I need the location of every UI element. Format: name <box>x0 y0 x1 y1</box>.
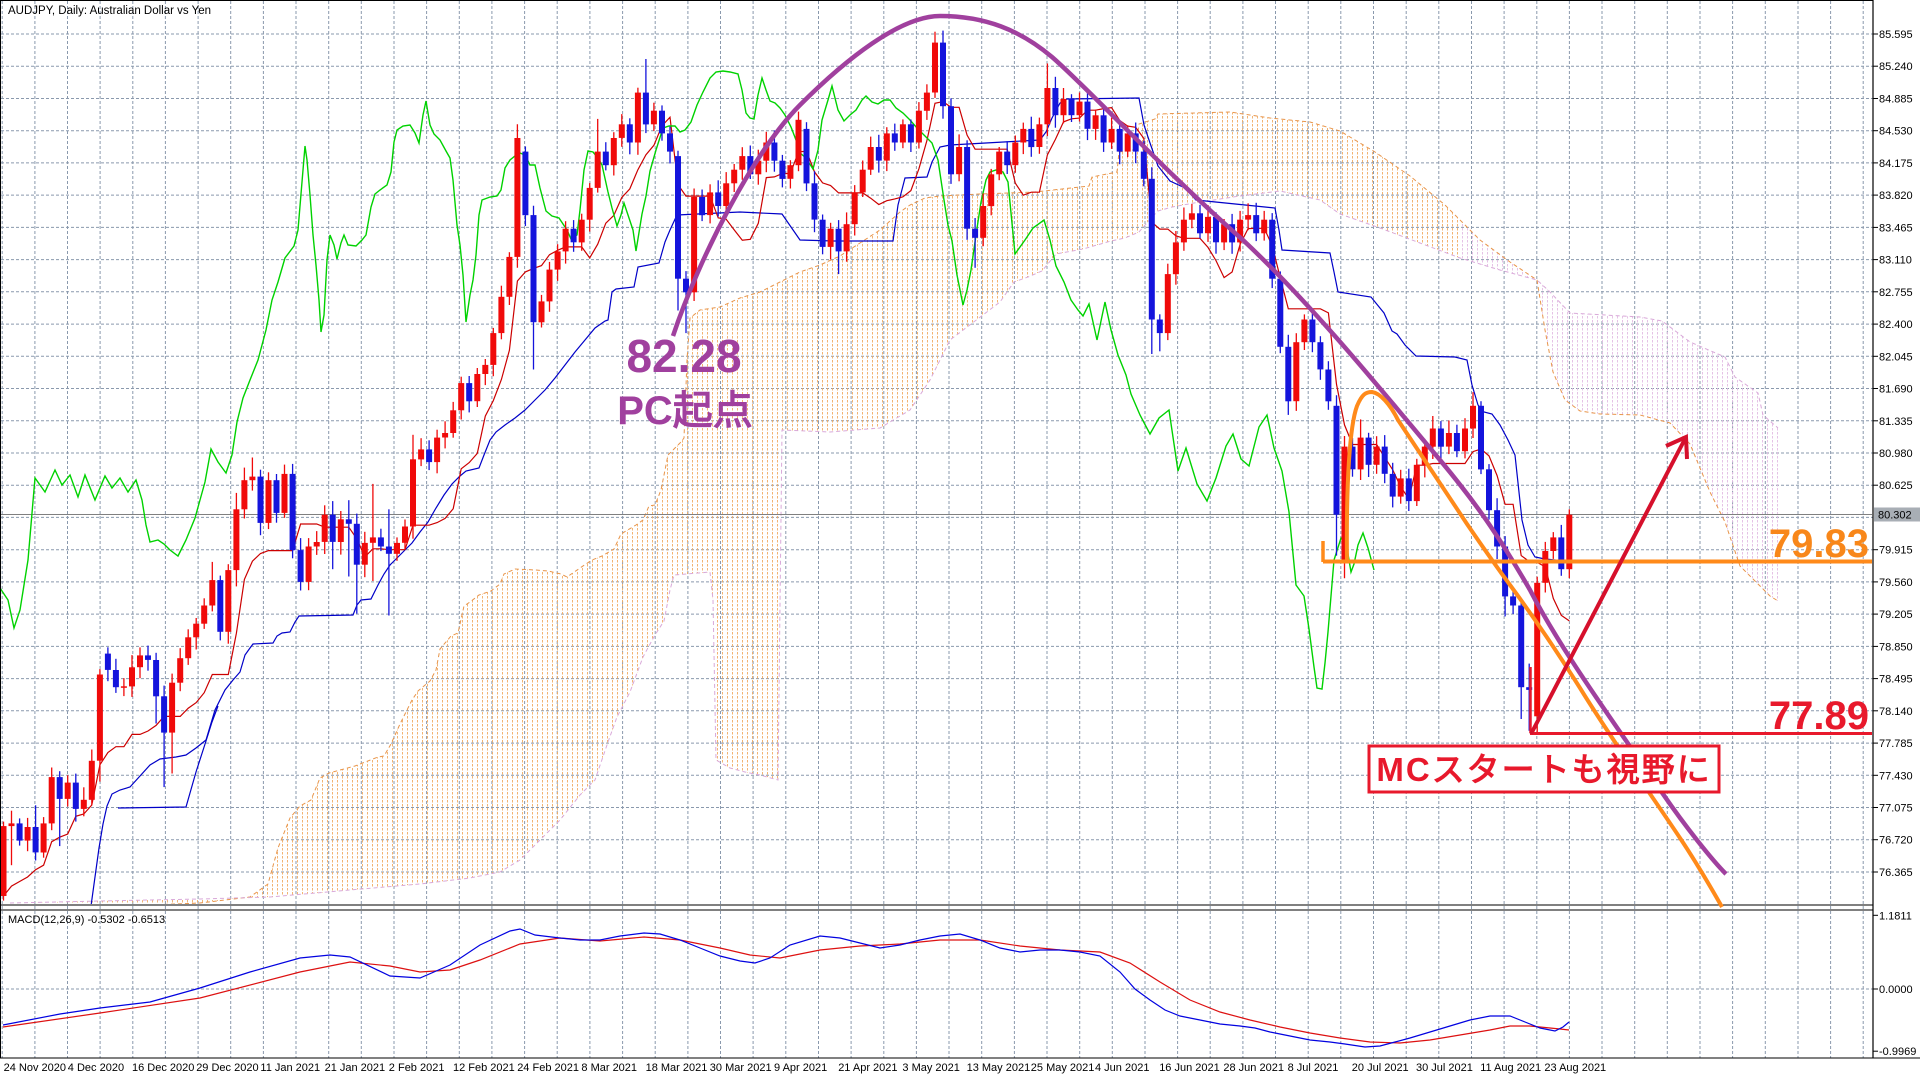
svg-text:4 Dec 2020: 4 Dec 2020 <box>68 1062 124 1074</box>
svg-text:12 Feb 2021: 12 Feb 2021 <box>453 1062 515 1074</box>
svg-text:77.785: 77.785 <box>1879 738 1913 750</box>
svg-text:20 Jul 2021: 20 Jul 2021 <box>1352 1062 1409 1074</box>
svg-text:8 Jul 2021: 8 Jul 2021 <box>1288 1062 1339 1074</box>
svg-text:24 Feb 2021: 24 Feb 2021 <box>517 1062 579 1074</box>
svg-text:30 Jul 2021: 30 Jul 2021 <box>1416 1062 1473 1074</box>
svg-text:11 Jan 2021: 11 Jan 2021 <box>260 1062 320 1074</box>
svg-text:8 Mar 2021: 8 Mar 2021 <box>581 1062 637 1074</box>
svg-text:1.1811: 1.1811 <box>1879 910 1912 922</box>
svg-text:16 Jun 2021: 16 Jun 2021 <box>1159 1062 1220 1074</box>
svg-text:78.140: 78.140 <box>1879 706 1913 718</box>
svg-text:77.89: 77.89 <box>1769 694 1869 738</box>
svg-text:29 Dec 2020: 29 Dec 2020 <box>196 1062 258 1074</box>
svg-text:82.400: 82.400 <box>1879 319 1913 331</box>
svg-text:30 Mar 2021: 30 Mar 2021 <box>710 1062 772 1074</box>
svg-text:28 Jun 2021: 28 Jun 2021 <box>1223 1062 1284 1074</box>
svg-text:80.302: 80.302 <box>1878 510 1912 522</box>
svg-text:79.205: 79.205 <box>1879 609 1913 621</box>
svg-text:82.755: 82.755 <box>1879 287 1913 299</box>
svg-text:21 Jan 2021: 21 Jan 2021 <box>325 1062 386 1074</box>
svg-text:76.720: 76.720 <box>1879 835 1913 847</box>
svg-text:MACD(12,26,9) -0.5302 -0.6513: MACD(12,26,9) -0.5302 -0.6513 <box>8 914 165 926</box>
svg-text:80.980: 80.980 <box>1879 448 1913 460</box>
svg-text:MCスタートも視野に: MCスタートも視野に <box>1376 751 1711 788</box>
svg-text:79.915: 79.915 <box>1879 545 1913 557</box>
svg-text:84.885: 84.885 <box>1879 94 1913 106</box>
svg-text:83.820: 83.820 <box>1879 190 1913 202</box>
svg-text:80.625: 80.625 <box>1879 480 1913 492</box>
svg-text:23 Aug 2021: 23 Aug 2021 <box>1544 1062 1606 1074</box>
svg-text:3 May 2021: 3 May 2021 <box>902 1062 959 1074</box>
svg-text:77.430: 77.430 <box>1879 770 1913 782</box>
svg-text:79.83: 79.83 <box>1769 522 1869 566</box>
svg-text:18 Mar 2021: 18 Mar 2021 <box>646 1062 708 1074</box>
svg-text:21 Apr 2021: 21 Apr 2021 <box>838 1062 897 1074</box>
svg-text:81.335: 81.335 <box>1879 416 1913 428</box>
svg-text:24 Nov 2020: 24 Nov 2020 <box>4 1062 66 1074</box>
svg-text:82.28: 82.28 <box>626 330 741 382</box>
svg-text:25 May 2021: 25 May 2021 <box>1031 1062 1095 1074</box>
svg-text:85.240: 85.240 <box>1879 61 1913 73</box>
svg-text:77.075: 77.075 <box>1879 803 1913 815</box>
svg-text:83.465: 83.465 <box>1879 222 1913 234</box>
svg-text:11 Aug 2021: 11 Aug 2021 <box>1480 1062 1541 1074</box>
svg-text:85.595: 85.595 <box>1879 29 1913 41</box>
svg-text:4 Jun 2021: 4 Jun 2021 <box>1095 1062 1149 1074</box>
svg-text:81.690: 81.690 <box>1879 384 1913 396</box>
svg-text:9 Apr 2021: 9 Apr 2021 <box>774 1062 827 1074</box>
svg-text:82.045: 82.045 <box>1879 351 1913 363</box>
svg-text:AUDJPY, Daily: Australian Dol: AUDJPY, Daily: Australian Dollar vs Yen <box>8 5 211 17</box>
svg-text:78.850: 78.850 <box>1879 641 1913 653</box>
svg-text:84.530: 84.530 <box>1879 126 1913 138</box>
svg-text:76.365: 76.365 <box>1879 867 1913 879</box>
svg-text:83.110: 83.110 <box>1879 255 1912 267</box>
svg-text:78.495: 78.495 <box>1879 674 1913 686</box>
svg-text:16 Dec 2020: 16 Dec 2020 <box>132 1062 194 1074</box>
svg-text:84.175: 84.175 <box>1879 158 1913 170</box>
svg-text:13 May 2021: 13 May 2021 <box>967 1062 1031 1074</box>
svg-text:79.560: 79.560 <box>1879 577 1913 589</box>
svg-text:0.0000: 0.0000 <box>1879 984 1913 996</box>
svg-text:PC起点: PC起点 <box>617 389 753 433</box>
svg-text:2 Feb 2021: 2 Feb 2021 <box>389 1062 445 1074</box>
svg-text:-0.9969: -0.9969 <box>1879 1046 1916 1058</box>
